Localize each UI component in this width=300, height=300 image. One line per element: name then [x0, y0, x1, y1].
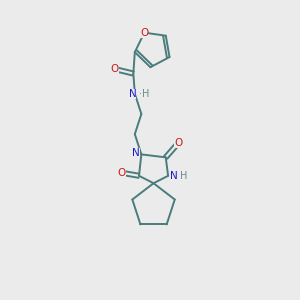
Text: ·H: ·H — [139, 89, 149, 99]
Text: N: N — [132, 148, 140, 158]
Text: N: N — [169, 171, 177, 181]
Text: O: O — [140, 28, 148, 38]
Text: O: O — [111, 64, 119, 74]
Text: N: N — [129, 89, 136, 99]
Text: O: O — [118, 168, 126, 178]
Text: O: O — [174, 138, 182, 148]
Text: H: H — [180, 171, 187, 181]
